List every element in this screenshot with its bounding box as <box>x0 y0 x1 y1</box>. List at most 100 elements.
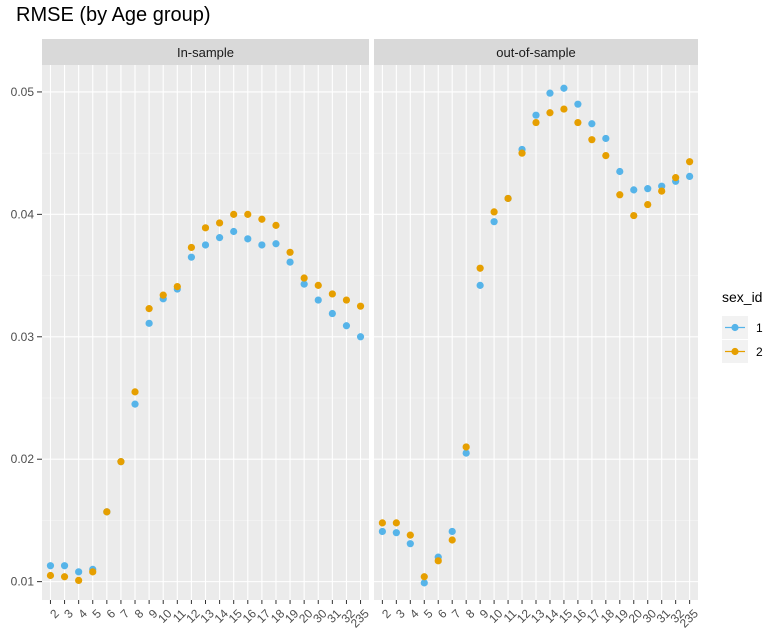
x-tick-label: 4 <box>75 606 90 621</box>
data-point-sex-2 <box>546 109 554 117</box>
data-point-sex-2 <box>286 248 294 256</box>
data-point-sex-1 <box>588 120 596 128</box>
data-point-sex-1 <box>258 241 266 249</box>
x-tick-label: 3 <box>393 606 408 621</box>
data-point-sex-1 <box>406 540 414 548</box>
data-point-sex-2 <box>448 536 456 544</box>
data-point-sex-2 <box>103 508 111 516</box>
data-point-sex-2 <box>272 221 280 229</box>
x-tick-label: 6 <box>104 606 119 621</box>
legend-key-point <box>731 323 739 332</box>
data-point-sex-2 <box>518 149 526 157</box>
data-point-sex-2 <box>686 158 694 166</box>
data-point-sex-1 <box>215 234 224 242</box>
data-point-sex-2 <box>672 174 680 182</box>
legend-key-point <box>731 347 739 356</box>
data-point-sex-2 <box>187 243 196 252</box>
data-point-sex-1 <box>378 527 386 536</box>
data-point-sex-2 <box>258 215 266 223</box>
data-point-sex-2 <box>462 443 470 451</box>
data-point-sex-2 <box>117 458 125 466</box>
data-point-sex-1 <box>230 227 238 236</box>
data-point-sex-1 <box>356 333 365 341</box>
data-point-sex-2 <box>215 219 224 227</box>
y-tick-label: 0.05 <box>11 85 35 99</box>
data-point-sex-2 <box>378 519 386 527</box>
data-point-sex-1 <box>46 562 55 570</box>
data-point-sex-1 <box>342 322 351 330</box>
data-point-sex-2 <box>356 302 365 310</box>
legend-label: 1 <box>756 321 763 335</box>
data-point-sex-2 <box>145 305 153 313</box>
data-point-sex-1 <box>75 568 83 576</box>
data-point-sex-1 <box>602 134 610 143</box>
data-point-sex-1 <box>644 185 652 193</box>
y-tick-label: 0.01 <box>11 575 35 589</box>
data-point-sex-2 <box>532 118 540 127</box>
x-tick-label: 8 <box>463 606 478 621</box>
data-point-sex-2 <box>602 151 610 160</box>
data-point-sex-1 <box>328 309 336 318</box>
x-tick-label: 5 <box>89 606 104 621</box>
data-point-sex-1 <box>490 218 498 226</box>
data-point-sex-1 <box>201 241 210 249</box>
y-tick-label: 0.04 <box>11 207 35 221</box>
data-point-sex-2 <box>490 208 498 216</box>
data-point-sex-2 <box>314 281 322 289</box>
data-point-sex-1 <box>272 240 280 248</box>
data-point-sex-1 <box>462 449 470 457</box>
data-point-sex-1 <box>546 89 554 97</box>
y-tick-label: 0.02 <box>11 452 35 466</box>
data-point-sex-2 <box>616 191 624 199</box>
data-point-sex-2 <box>230 210 238 218</box>
data-point-sex-2 <box>504 194 512 203</box>
data-point-sex-2 <box>46 571 55 580</box>
data-point-sex-1 <box>476 281 484 289</box>
facet-strip <box>42 39 369 65</box>
data-point-sex-2 <box>342 296 351 304</box>
data-point-sex-1 <box>616 167 624 176</box>
x-tick-label: 7 <box>449 606 464 621</box>
x-tick-label: 5 <box>421 606 436 621</box>
data-point-sex-1 <box>560 84 568 92</box>
data-point-sex-2 <box>201 224 210 232</box>
data-point-sex-2 <box>300 274 308 282</box>
x-tick-label: 6 <box>435 606 450 621</box>
chart-title: RMSE (by Age group) <box>16 4 211 26</box>
data-point-sex-2 <box>60 573 69 581</box>
data-point-sex-1 <box>300 280 308 288</box>
data-point-sex-2 <box>434 557 442 565</box>
data-point-sex-1 <box>574 100 582 108</box>
legend-label: 2 <box>756 345 763 359</box>
data-point-sex-1 <box>145 319 153 327</box>
legend-title: sex_id <box>722 289 762 305</box>
x-tick-label: 2 <box>379 606 394 621</box>
data-point-sex-2 <box>244 210 252 218</box>
data-point-sex-2 <box>574 118 582 127</box>
x-tick-label: 4 <box>407 606 422 621</box>
data-point-sex-1 <box>630 186 638 194</box>
data-point-sex-1 <box>448 527 456 536</box>
data-point-sex-2 <box>644 200 652 209</box>
data-point-sex-2 <box>328 290 336 298</box>
y-tick-label: 0.03 <box>11 330 35 344</box>
x-tick-label: 8 <box>132 606 147 621</box>
x-tick-label: 7 <box>118 606 133 621</box>
facet-strip-label: In-sample <box>177 45 234 60</box>
data-point-sex-1 <box>187 253 196 261</box>
data-point-sex-2 <box>630 211 638 220</box>
data-point-sex-2 <box>406 531 414 539</box>
data-point-sex-2 <box>392 519 400 527</box>
facet-strip <box>374 39 698 65</box>
data-point-sex-1 <box>392 529 400 537</box>
data-point-sex-2 <box>658 187 666 195</box>
data-point-sex-1 <box>532 111 540 119</box>
x-tick-label: 3 <box>61 606 76 621</box>
data-point-sex-2 <box>89 568 97 576</box>
data-point-sex-1 <box>131 400 139 408</box>
data-point-sex-2 <box>131 388 139 396</box>
facet-strip-label: out-of-sample <box>496 45 575 60</box>
data-point-sex-1 <box>686 172 694 181</box>
data-point-sex-2 <box>476 264 484 272</box>
